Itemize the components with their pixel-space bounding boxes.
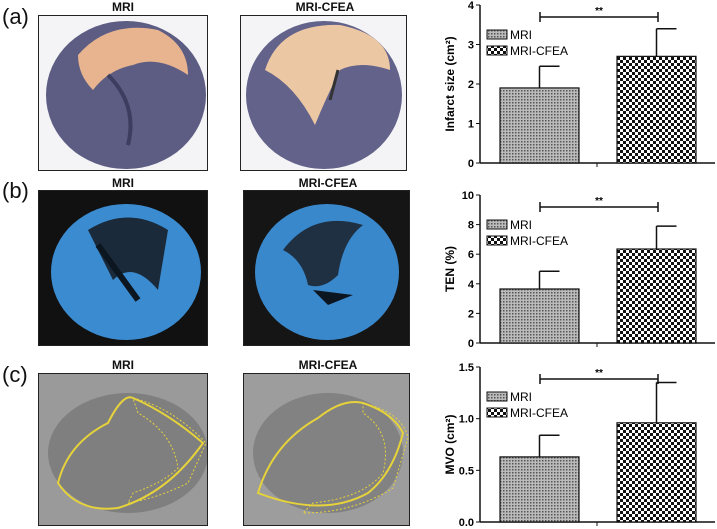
y-tick-label: 10	[462, 190, 474, 202]
image-title-c-cfea: MRI-CFEA	[298, 358, 358, 372]
fluorescence-photo-mri	[38, 190, 208, 346]
legend-swatch	[486, 391, 508, 402]
significance-label: **	[595, 6, 603, 17]
image-title-a-cfea: MRI-CFEA	[295, 0, 355, 14]
bar-mri	[499, 87, 580, 164]
significance-label: **	[595, 368, 603, 379]
y-tick-label: 6	[468, 249, 474, 261]
y-tick-label: 1	[468, 119, 474, 131]
legend-label: MRI-CFEA	[510, 234, 568, 248]
panel-label-c: (c)	[2, 362, 28, 387]
legend-label: MRI-CFEA	[510, 44, 568, 58]
y-tick-label: 4	[468, 0, 475, 12]
angiogram-contour-mri	[38, 373, 208, 526]
legend-label: MRI	[510, 218, 532, 232]
legend-swatch	[486, 29, 508, 40]
y-tick-label: 1.0	[459, 414, 474, 426]
image-title-b-mri: MRI	[112, 176, 134, 190]
panel-label-b: (b)	[2, 178, 29, 203]
y-tick-label: 2	[468, 79, 474, 91]
bar-chart-ten: 0 2 4 6 8 10 TEN (%) ** MRI MRI-CFEA	[443, 190, 715, 350]
bar-mri-cfea	[616, 248, 697, 344]
y-tick-label: 0	[468, 338, 474, 350]
legend-label: MRI	[510, 28, 532, 42]
panel-label-a: (a)	[2, 4, 29, 29]
significance-label: **	[595, 196, 603, 207]
y-tick-label: 2	[468, 308, 474, 320]
y-tick-label: 8	[468, 220, 474, 232]
legend-swatch	[486, 407, 508, 418]
y-tick-label: 3	[468, 40, 474, 52]
heart-slice-photo-mri-cfea	[240, 15, 407, 171]
y-axis-label: TEN (%)	[443, 246, 457, 292]
y-tick-label: 0	[468, 158, 474, 170]
image-title-b-cfea: MRI-CFEA	[298, 176, 358, 190]
legend-swatch	[486, 235, 508, 246]
y-tick-label: 0.0	[459, 517, 474, 529]
y-axis-label: Infarct size (cm²)	[443, 36, 457, 131]
legend-swatch	[486, 219, 508, 230]
fluorescence-photo-mri-cfea	[243, 190, 410, 346]
y-tick-label: 4	[468, 279, 475, 291]
angiogram-contour-mri-cfea	[243, 373, 410, 526]
legend-swatch	[486, 45, 508, 56]
y-tick-label: 0.5	[459, 465, 474, 477]
bar-chart-mvo: 0.0 0.5 1.0 1.5 MVO (cm²) ** MRI MRI-CFEA	[443, 362, 715, 529]
y-tick-label: 1.5	[459, 362, 474, 374]
legend-label: MRI	[510, 390, 532, 404]
y-axis-label: MVO (cm²)	[443, 414, 457, 474]
bar-mri	[499, 456, 580, 523]
image-title-a-mri: MRI	[112, 0, 134, 14]
bar-chart-infarct-size: 0 1 2 3 4 Infarct size (cm²) ** MRI MRI-CFEA	[443, 0, 715, 170]
bar-mri-cfea	[616, 55, 697, 164]
bar-mri	[499, 288, 580, 344]
legend-label: MRI-CFEA	[510, 406, 568, 420]
bar-mri-cfea	[616, 422, 697, 523]
image-title-c-mri: MRI	[112, 358, 134, 372]
heart-slice-photo-mri	[38, 15, 208, 171]
